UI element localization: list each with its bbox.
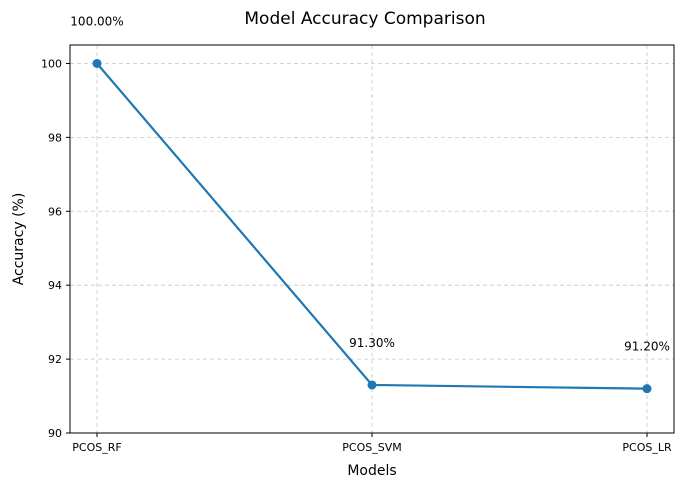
y-axis-label: Accuracy (%) <box>11 193 27 286</box>
data-label: 91.30% <box>349 336 395 350</box>
x-axis-label: Models <box>347 463 396 479</box>
data-point <box>92 58 102 68</box>
data-label: 100.00% <box>70 14 123 28</box>
y-tick-label: 90 <box>48 427 62 440</box>
chart-title: Model Accuracy Comparison <box>244 9 485 29</box>
y-tick-label: 92 <box>48 353 62 366</box>
y-tick-label: 98 <box>48 131 62 144</box>
label-layer: 100.00% 91.30% 91.20% <box>70 14 670 353</box>
data-point <box>642 384 652 394</box>
y-tick-label: 94 <box>48 279 62 292</box>
axis-layer: 90 92 94 96 98 100 PCOS_RF PCOS_SVM PCOS_LR <box>41 57 672 454</box>
x-tick-label: PCOS_SVM <box>342 441 401 454</box>
grid-layer <box>70 45 674 434</box>
y-tick-label: 96 <box>48 205 62 218</box>
x-tick-label: PCOS_LR <box>622 441 672 454</box>
data-label: 91.20% <box>624 340 670 354</box>
series-layer <box>92 58 652 394</box>
y-tick-label: 100 <box>41 57 62 70</box>
data-point <box>367 380 377 390</box>
x-tick-label: PCOS_RF <box>72 441 121 454</box>
